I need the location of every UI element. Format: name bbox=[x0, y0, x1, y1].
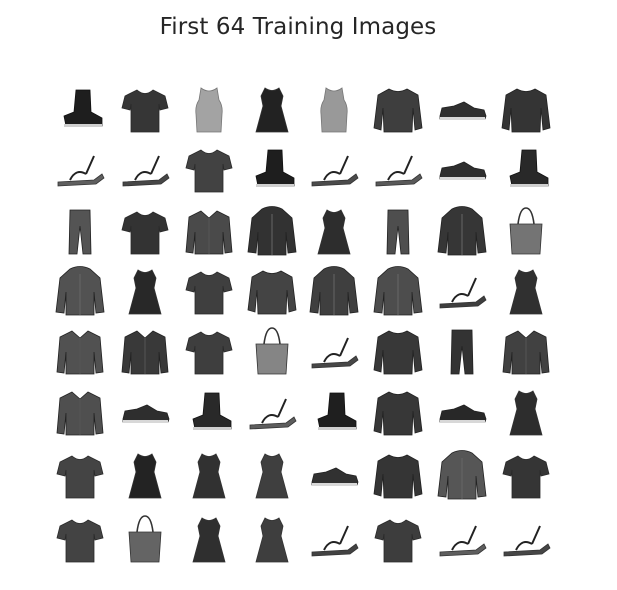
grid-image-r6-c8-dress bbox=[509, 390, 543, 436]
grid-image-r4-c6-coat bbox=[373, 266, 423, 316]
figure-title: First 64 Training Images bbox=[159, 14, 437, 40]
grid-image-r6-c6-pullover bbox=[373, 391, 423, 436]
grid-image-r7-c4-dress bbox=[255, 453, 289, 499]
grid-image-r4-c3-t-shirt bbox=[185, 271, 233, 315]
grid-image-r1-c7-sneaker bbox=[439, 101, 487, 120]
grid-image-r4-c7-sandal bbox=[439, 277, 487, 309]
grid-image-r5-c8-shirt bbox=[502, 330, 550, 375]
grid-image-r2-c5-sandal bbox=[311, 155, 359, 187]
grid-image-r3-c7-coat bbox=[437, 206, 487, 256]
grid-image-r5-c3-t-shirt bbox=[185, 331, 233, 375]
grid-image-r1-c2-t-shirt bbox=[121, 89, 169, 133]
grid-image-r7-c1-t-shirt bbox=[56, 455, 104, 499]
grid-image-r5-c2-shirt bbox=[121, 330, 169, 375]
grid-image-r5-c1-shirt bbox=[56, 330, 104, 375]
grid-image-r4-c5-coat bbox=[309, 266, 359, 316]
grid-image-r4-c4-pullover bbox=[247, 270, 297, 315]
grid-image-r7-c6-pullover bbox=[373, 454, 423, 499]
grid-image-r1-c3-top bbox=[195, 87, 223, 133]
grid-image-r8-c2-bag bbox=[128, 515, 162, 563]
grid-image-r2-c3-t-shirt bbox=[185, 149, 233, 193]
grid-image-r3-c5-dress bbox=[317, 209, 351, 255]
grid-image-r8-c3-dress bbox=[192, 517, 226, 563]
grid-image-r5-c5-sandal bbox=[311, 337, 359, 369]
grid-image-r2-c2-sandal bbox=[122, 155, 170, 187]
grid-image-r5-c4-bag bbox=[255, 327, 289, 375]
grid-image-r4-c8-dress bbox=[509, 269, 543, 315]
grid-image-r2-c6-sandal bbox=[375, 155, 423, 187]
grid-image-r8-c1-t-shirt bbox=[56, 519, 104, 563]
grid-image-r3-c6-trouser bbox=[386, 209, 410, 255]
grid-image-r8-c7-sandal bbox=[439, 525, 487, 557]
grid-image-r3-c4-coat bbox=[247, 206, 297, 256]
grid-image-r7-c3-dress bbox=[192, 453, 226, 499]
grid-image-r3-c8-bag bbox=[509, 207, 543, 255]
grid-image-r7-c5-sneaker bbox=[311, 467, 359, 486]
grid-image-r2-c8-ankle-boot bbox=[509, 149, 549, 187]
grid-image-r6-c2-sneaker bbox=[122, 404, 170, 423]
grid-image-r1-c1-ankle-boot bbox=[63, 89, 103, 127]
grid-image-r1-c8-pullover bbox=[501, 88, 551, 133]
grid-image-r5-c6-pullover bbox=[373, 330, 423, 375]
grid-image-r8-c8-sandal bbox=[503, 525, 551, 557]
grid-image-r6-c4-sandal bbox=[249, 398, 297, 430]
grid-image-r7-c2-dress bbox=[128, 453, 162, 499]
grid-image-r8-c4-dress bbox=[255, 517, 289, 563]
grid-image-r6-c3-ankle-boot bbox=[192, 392, 232, 430]
grid-image-r4-c1-coat bbox=[55, 266, 105, 316]
grid-image-r8-c6-t-shirt bbox=[374, 519, 422, 563]
grid-image-r1-c4-dress bbox=[255, 87, 289, 133]
grid-image-r3-c3-shirt bbox=[185, 210, 233, 255]
grid-image-r2-c7-sneaker bbox=[439, 161, 487, 180]
grid-image-r2-c4-ankle-boot bbox=[255, 149, 295, 187]
grid-image-r5-c7-trouser bbox=[450, 329, 474, 375]
grid-image-r3-c2-t-shirt bbox=[121, 211, 169, 255]
grid-image-r6-c5-ankle-boot bbox=[317, 392, 357, 430]
grid-image-r1-c6-pullover bbox=[373, 88, 423, 133]
grid-image-r1-c5-top bbox=[320, 87, 348, 133]
grid-image-r6-c7-sneaker bbox=[439, 404, 487, 423]
grid-image-r2-c1-sandal bbox=[57, 155, 105, 187]
grid-image-r8-c5-sandal bbox=[311, 525, 359, 557]
grid-image-r4-c2-dress bbox=[128, 269, 162, 315]
grid-image-r7-c7-coat bbox=[437, 450, 487, 500]
grid-image-r7-c8-t-shirt bbox=[502, 455, 550, 499]
grid-image-r3-c1-trouser bbox=[68, 209, 92, 255]
grid-image-r6-c1-shirt bbox=[56, 391, 104, 436]
